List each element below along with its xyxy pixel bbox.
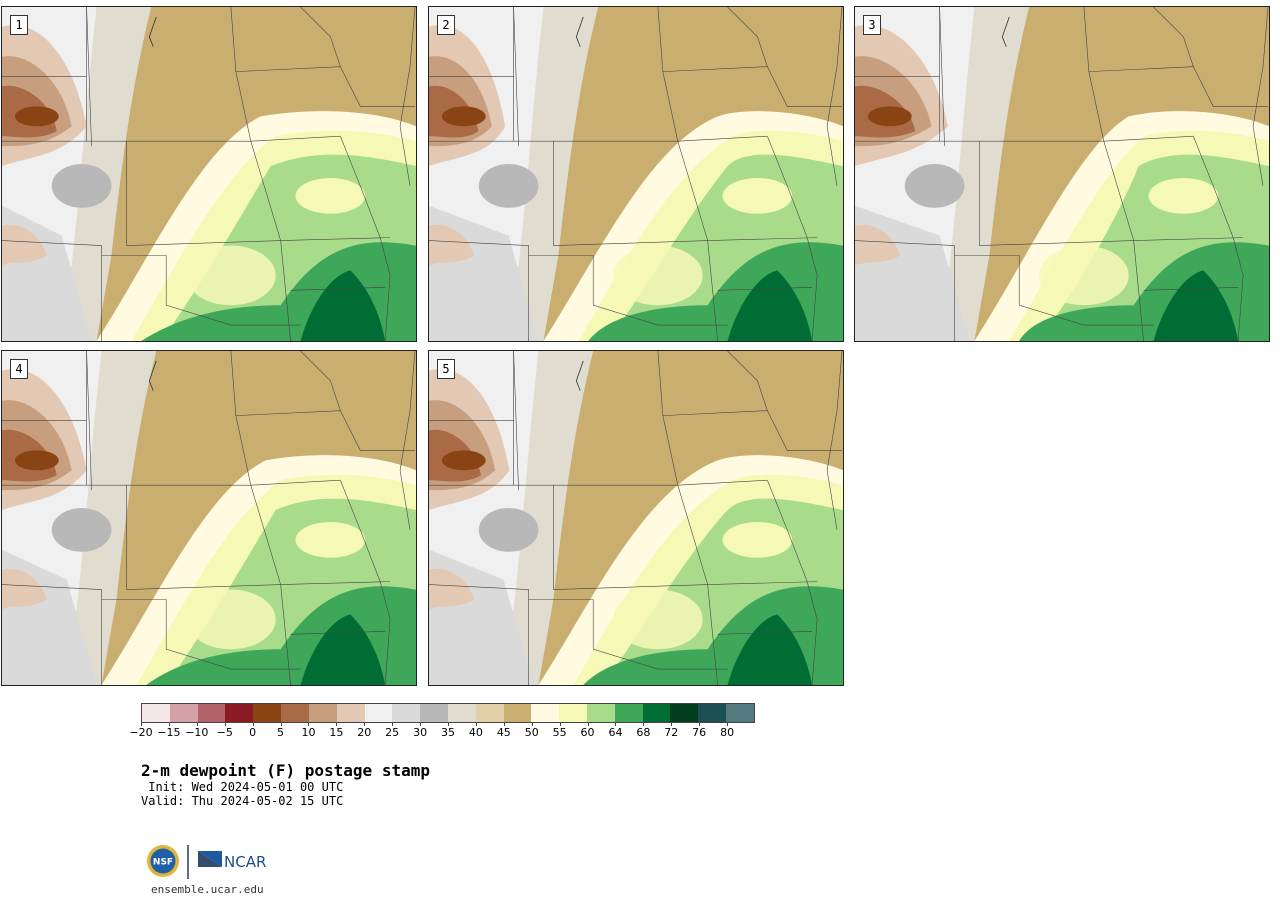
colorbar-tick bbox=[168, 722, 170, 726]
panel-number: 1 bbox=[10, 15, 28, 35]
colorbar-tick bbox=[587, 722, 589, 726]
colorbar-tick-label: 80 bbox=[720, 726, 735, 739]
colorbar-bin-6 bbox=[308, 704, 337, 722]
colorbar-tick-label: 0 bbox=[249, 726, 257, 739]
colorbar-tick-label: 40 bbox=[468, 726, 483, 739]
nsf-logo: NSF bbox=[147, 845, 179, 877]
colorbar-tick-label: 64 bbox=[608, 726, 623, 739]
colorbar-tick bbox=[727, 722, 729, 726]
colorbar-bin-19 bbox=[670, 704, 699, 722]
colorbar-tick bbox=[141, 722, 142, 726]
map-panel-4: 4 bbox=[1, 350, 417, 686]
colorbar-ticks: −20 −15 −10 −5 0 5 10 15 20 25 30 35 40 45 50 55 60 64 68 7… bbox=[129, 726, 755, 742]
colorbar-bin-1 bbox=[169, 704, 198, 722]
colorbar-tick-label: 10 bbox=[301, 726, 316, 739]
colorbar-tick-label: 20 bbox=[357, 726, 372, 739]
colorbar-tick bbox=[336, 722, 338, 726]
colorbar-bin-12 bbox=[475, 704, 504, 722]
colorbar-bin-4 bbox=[253, 704, 282, 722]
ncar-logo: NCAR bbox=[198, 851, 266, 871]
colorbar bbox=[141, 703, 755, 723]
colorbar-tick-label: 72 bbox=[664, 726, 679, 739]
figure-title: 2-m dewpoint (F) postage stamp bbox=[141, 761, 430, 780]
panel-number: 2 bbox=[437, 15, 455, 35]
colorbar-tick-label: 50 bbox=[524, 726, 539, 739]
colorbar-tick bbox=[196, 722, 198, 726]
svg-text:NCAR: NCAR bbox=[224, 853, 266, 871]
valid-time: Valid: Thu 2024-05-02 15 UTC bbox=[141, 794, 344, 808]
panel-number: 4 bbox=[10, 359, 28, 379]
colorbar-tick bbox=[559, 722, 561, 726]
colorbar-bin-18 bbox=[642, 704, 671, 722]
colorbar-tick-label: 60 bbox=[580, 726, 595, 739]
map-panel-1: 1 bbox=[1, 6, 417, 342]
colorbar-bin-2 bbox=[197, 704, 226, 722]
colorbar-tick-label: −20 bbox=[129, 726, 153, 739]
colorbar-tick-label: −10 bbox=[185, 726, 209, 739]
dewpoint-map bbox=[429, 351, 843, 685]
colorbar-tick-label: 35 bbox=[441, 726, 455, 739]
panel-number: 5 bbox=[437, 359, 455, 379]
colorbar-tick bbox=[280, 722, 282, 726]
colorbar-bin-9 bbox=[392, 704, 421, 722]
colorbar-tick bbox=[420, 722, 422, 726]
colorbar-tick bbox=[448, 722, 449, 726]
colorbar-bin-8 bbox=[364, 704, 393, 722]
colorbar-tick bbox=[252, 722, 254, 726]
site-url: ensemble.ucar.edu bbox=[151, 883, 264, 896]
colorbar-bin-13 bbox=[503, 704, 532, 722]
colorbar-tick bbox=[531, 722, 533, 726]
nsf-ncar-logos: NSF NCAR bbox=[147, 845, 266, 879]
dewpoint-map bbox=[2, 7, 416, 341]
colorbar-tick-label: −5 bbox=[216, 726, 233, 739]
dewpoint-map bbox=[429, 7, 843, 341]
colorbar-bin-10 bbox=[420, 704, 448, 722]
colorbar-tick bbox=[643, 722, 645, 726]
colorbar-tick-label: 5 bbox=[277, 726, 285, 739]
colorbar-tick bbox=[392, 722, 394, 726]
colorbar-tick-label: 30 bbox=[413, 726, 428, 739]
colorbar-bin-15 bbox=[559, 704, 587, 722]
colorbar-bin-14 bbox=[531, 704, 560, 722]
init-time: Init: Wed 2024-05-01 00 UTC bbox=[141, 780, 344, 794]
colorbar-tick-label: 45 bbox=[496, 726, 511, 739]
colorbar-tick bbox=[699, 722, 701, 726]
colorbar-bin-5 bbox=[281, 704, 309, 722]
colorbar-tick bbox=[475, 722, 477, 726]
colorbar-tick bbox=[308, 722, 310, 726]
colorbar-bin-17 bbox=[614, 704, 643, 722]
colorbar-tick-label: 68 bbox=[636, 726, 651, 739]
colorbar-tick bbox=[671, 722, 673, 726]
colorbar-tick-label: 25 bbox=[385, 726, 400, 739]
map-panel-5: 5 bbox=[428, 350, 844, 686]
colorbar-bin-11 bbox=[447, 704, 476, 722]
svg-text:NSF: NSF bbox=[153, 858, 173, 868]
colorbar-tick bbox=[615, 722, 617, 726]
map-panel-3: 3 bbox=[854, 6, 1270, 342]
colorbar-tick-label: 55 bbox=[552, 726, 567, 739]
colorbar-tick bbox=[503, 722, 505, 726]
colorbar-bin-7 bbox=[336, 704, 365, 722]
panel-number: 3 bbox=[863, 15, 881, 35]
colorbar-bin-0 bbox=[142, 704, 170, 722]
colorbar-bin-16 bbox=[587, 704, 615, 722]
dewpoint-map bbox=[2, 351, 416, 685]
colorbar-bin-21 bbox=[726, 704, 754, 722]
dewpoint-map bbox=[855, 7, 1269, 341]
map-panel-2: 2 bbox=[428, 6, 844, 342]
colorbar-bin-3 bbox=[225, 704, 254, 722]
colorbar-tick-label: 15 bbox=[329, 726, 344, 739]
colorbar-tick bbox=[224, 722, 226, 726]
colorbar-tick-label: 76 bbox=[692, 726, 707, 739]
colorbar-tick-label: −15 bbox=[157, 726, 181, 739]
colorbar-tick bbox=[364, 722, 366, 726]
colorbar-bin-20 bbox=[698, 704, 727, 722]
